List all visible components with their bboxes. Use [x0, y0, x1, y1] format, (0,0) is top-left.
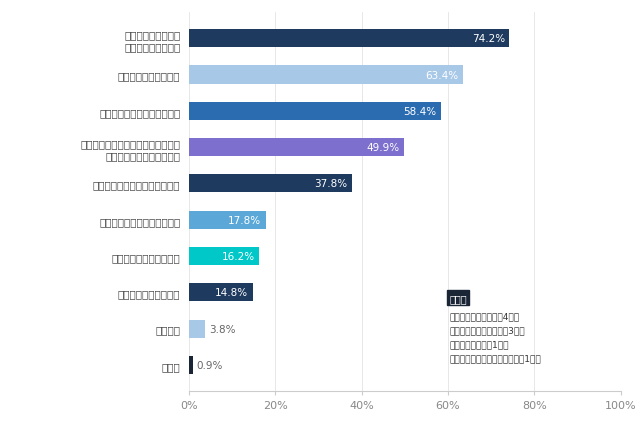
Bar: [189, 139, 404, 157]
Bar: [189, 283, 253, 302]
Bar: [189, 102, 441, 121]
Bar: [189, 175, 352, 193]
Text: 16.2%: 16.2%: [221, 252, 255, 261]
Text: 14.8%: 14.8%: [215, 288, 248, 298]
Bar: [189, 247, 259, 265]
Text: 0.9%: 0.9%: [196, 360, 223, 370]
Text: ・カンペを用意できる（3件）: ・カンペを用意できる（3件）: [449, 326, 525, 335]
Text: ・メモしやすい（1件）: ・メモしやすい（1件）: [449, 339, 509, 348]
Bar: [189, 320, 205, 338]
Bar: [189, 30, 509, 48]
Text: 58.4%: 58.4%: [404, 107, 436, 117]
Bar: [189, 211, 266, 229]
Text: その他: その他: [449, 293, 467, 303]
Text: 37.8%: 37.8%: [315, 179, 348, 189]
Text: 63.4%: 63.4%: [425, 71, 458, 80]
Text: 74.2%: 74.2%: [472, 34, 505, 44]
Text: 3.8%: 3.8%: [209, 324, 235, 334]
Bar: [189, 356, 193, 374]
Text: 17.8%: 17.8%: [228, 215, 261, 225]
Text: ・説明を繰り返し聆きやすい（1件）: ・説明を繰り返し聆きやすい（1件）: [449, 353, 541, 362]
Text: ・リラックスできる（4件）: ・リラックスできる（4件）: [449, 312, 520, 321]
Text: 49.9%: 49.9%: [367, 143, 400, 153]
Bar: [189, 66, 463, 84]
